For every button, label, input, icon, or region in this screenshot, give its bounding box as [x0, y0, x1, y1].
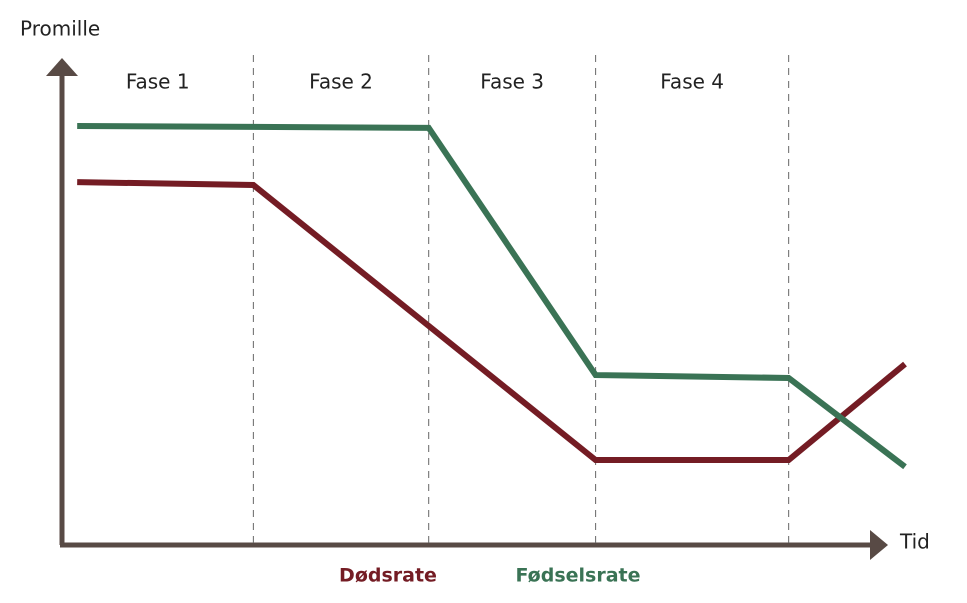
series-line [77, 122, 907, 470]
phase-label: Fase 2 [309, 70, 373, 94]
y-axis-arrow [46, 58, 78, 76]
y-axis-label: Promille [20, 17, 100, 41]
legend-label: Dødsrate [339, 565, 437, 587]
x-axis-arrow [870, 530, 888, 560]
series-line [77, 179, 907, 464]
x-axis-label: Tid [899, 530, 930, 554]
phase-label: Fase 4 [660, 70, 724, 94]
legend-label: Fødselsrate [515, 565, 640, 587]
phase-label: Fase 1 [126, 70, 190, 94]
phase-label: Fase 3 [480, 70, 544, 94]
